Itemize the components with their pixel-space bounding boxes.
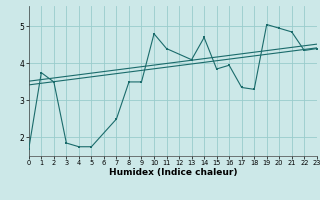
X-axis label: Humidex (Indice chaleur): Humidex (Indice chaleur) [108,168,237,177]
